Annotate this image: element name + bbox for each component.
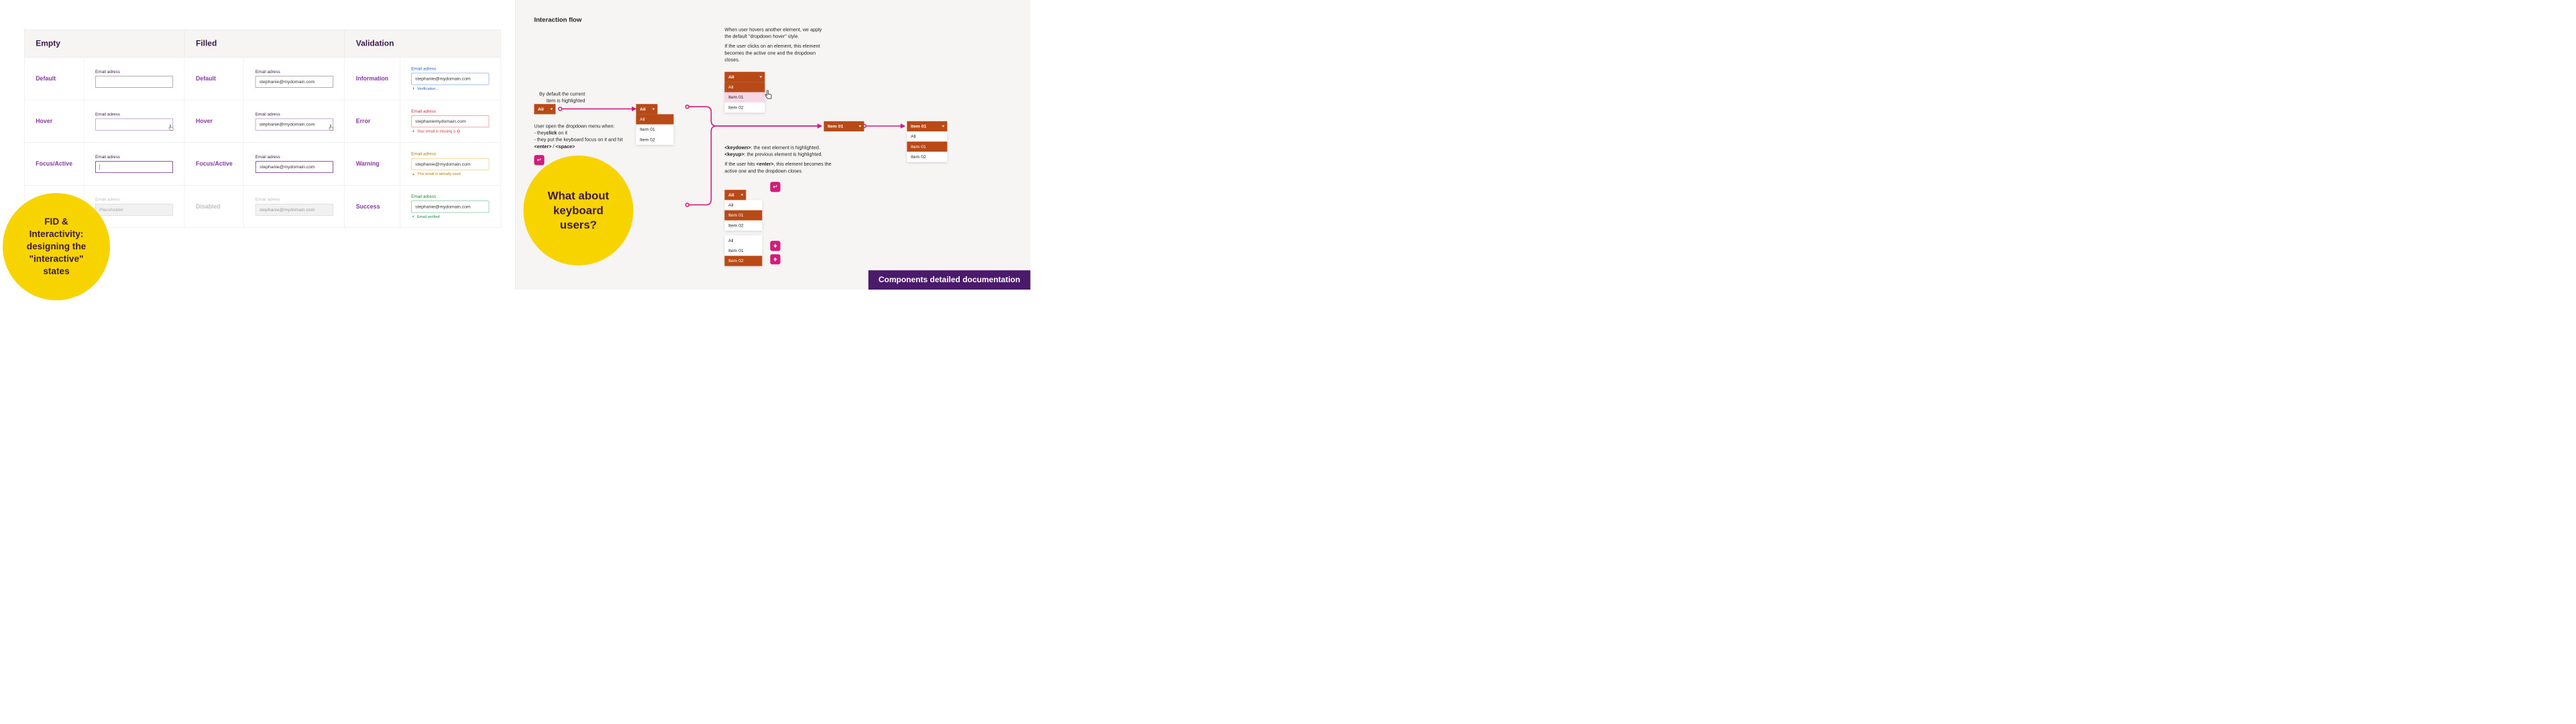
field-label-warning: Email adress bbox=[411, 152, 489, 156]
email-input-empty-default[interactable] bbox=[95, 76, 173, 88]
dropdown-final-panel: All Item 01 Item 02 bbox=[907, 131, 947, 162]
rowlabel-error: Error bbox=[345, 100, 400, 143]
rowlabel-warning: Warning bbox=[345, 143, 400, 186]
enter-key-icon: ↵ bbox=[534, 155, 544, 165]
dropdown-item-01[interactable]: Item 01 bbox=[724, 245, 762, 255]
email-input-empty-focus[interactable] bbox=[95, 161, 173, 173]
dropdown-item-01-hover[interactable]: Item 01 bbox=[724, 93, 765, 103]
help-text-success: ✔Email verified bbox=[411, 215, 489, 219]
field-label: Email adress bbox=[256, 70, 333, 74]
email-input-filled-default[interactable]: stephanie@mydomain.com bbox=[256, 76, 333, 88]
rowlabel-focus-filled: Focus/Active bbox=[184, 143, 244, 186]
email-input-filled-disabled: stephanie@mydomain.com bbox=[256, 204, 333, 216]
dropdown-item-02[interactable]: Item 02 bbox=[724, 221, 762, 231]
states-table: Empty Filled Validation Default Email ad… bbox=[24, 29, 500, 228]
dropdown-item-01-selected[interactable]: Item 01 bbox=[724, 210, 762, 221]
dropdown-key-button[interactable]: All bbox=[724, 190, 746, 200]
rowlabel-disabled-filled: Disabled bbox=[184, 185, 244, 228]
dropdown-item-all[interactable]: All bbox=[724, 200, 762, 210]
email-input-validation-warning[interactable]: stephanie@mydomain.com bbox=[411, 158, 489, 170]
dropdown-panel: All Item 01 Item 02 bbox=[636, 114, 673, 145]
arrow-down-key-icon bbox=[770, 241, 780, 251]
dropdown-item-all[interactable]: All bbox=[907, 131, 947, 141]
interaction-flow-title: Interaction flow bbox=[534, 16, 1011, 23]
enter-key-icon: ↵ bbox=[770, 182, 780, 192]
field-label-disabled: Email adress bbox=[256, 197, 333, 202]
dropdown-hover-panel: All Item 01 Item 02 bbox=[724, 82, 765, 113]
callout-bubble-left: FID & Interactivity: designing the "inte… bbox=[3, 193, 110, 300]
dropdown-key-panel: All Item 01 Item 02 bbox=[724, 200, 762, 231]
rowlabel-hover-empty: Hover bbox=[24, 100, 84, 143]
arrow-up-key-icon bbox=[770, 254, 780, 264]
info-icon: ℹ bbox=[411, 86, 415, 90]
help-text-error: ●Your email is missing a @ bbox=[411, 129, 489, 133]
dropdown-closed-button[interactable]: All bbox=[534, 104, 555, 114]
bubble-text-right: What about keyboard users? bbox=[537, 188, 620, 233]
rowlabel-success: Success bbox=[345, 185, 400, 228]
email-input-filled-focus[interactable]: stephanie@mydomain.com bbox=[256, 161, 333, 173]
caret-down-icon bbox=[652, 109, 655, 110]
dropdown-item-all[interactable]: All bbox=[724, 235, 762, 245]
help-text-info: ℹVerification... bbox=[411, 86, 489, 90]
dropdown-item-01-selected[interactable]: Item 01 bbox=[907, 141, 947, 152]
callout-bubble-right: What about keyboard users? bbox=[523, 156, 633, 265]
field-label-disabled: Email adress bbox=[95, 197, 173, 202]
field-label-error: Email adress bbox=[411, 109, 489, 114]
right-slide: Interaction flow All User bbox=[515, 0, 1030, 290]
dropdown-result-closed-button[interactable]: Item 01 bbox=[824, 121, 864, 131]
caret-down-icon bbox=[740, 194, 743, 196]
col-header-filled: Filled bbox=[184, 29, 345, 57]
caret-down-icon bbox=[759, 76, 762, 78]
caption-default-highlight: By default the current item is highlight… bbox=[534, 90, 585, 104]
dropdown-final-button[interactable]: Item 01 bbox=[907, 121, 947, 131]
pointer-cursor-icon bbox=[764, 90, 773, 99]
dropdown-hover-button[interactable]: All bbox=[724, 72, 765, 82]
email-input-empty-hover[interactable] bbox=[95, 119, 173, 131]
email-input-validation-error[interactable]: stephaniemydomain.com bbox=[411, 115, 489, 127]
field-label: Email adress bbox=[95, 155, 173, 160]
dropdown-keydown-panel: All Item 01 Item 02 bbox=[724, 235, 762, 266]
dropdown-item-02[interactable]: Item 02 bbox=[907, 152, 947, 162]
footer-bar: Components detailed documentation bbox=[869, 270, 1031, 290]
col-header-validation: Validation bbox=[345, 29, 500, 57]
caption-keyboard: <keydown>: the next element is highlight… bbox=[724, 144, 837, 174]
rowlabel-default-empty: Default bbox=[24, 57, 84, 100]
email-input-validation-info[interactable]: stephanie@mydomain.com bbox=[411, 73, 489, 85]
dropdown-item-02[interactable]: Item 02 bbox=[636, 135, 673, 145]
caret-down-icon bbox=[942, 125, 944, 127]
bubble-text-left: FID & Interactivity: designing the "inte… bbox=[16, 216, 97, 278]
rowlabel-hover-filled: Hover bbox=[184, 100, 244, 143]
dropdown-item-02[interactable]: Item 02 bbox=[724, 103, 765, 113]
dropdown-open-button[interactable]: All bbox=[636, 104, 657, 114]
success-icon: ✔ bbox=[411, 215, 415, 219]
help-text-warning: ▲This email is already used bbox=[411, 172, 489, 176]
caption-hover: When user hovers another element, we app… bbox=[724, 26, 826, 63]
dropdown-item-all[interactable]: All bbox=[636, 114, 673, 124]
pointer-cursor-icon bbox=[168, 125, 174, 134]
rowlabel-default-filled: Default bbox=[184, 57, 244, 100]
warning-icon: ▲ bbox=[411, 172, 415, 176]
error-icon: ● bbox=[411, 129, 415, 133]
caption-open-menu: User open the dropdown menu when: - they… bbox=[534, 123, 628, 149]
dropdown-item-01[interactable]: Item 01 bbox=[636, 125, 673, 135]
field-label-info: Email adress bbox=[411, 66, 489, 71]
field-label: Email adress bbox=[256, 155, 333, 160]
dropdown-item-02-selected[interactable]: Item 02 bbox=[724, 256, 762, 266]
field-label: Email adress bbox=[95, 70, 173, 74]
field-label: Email adress bbox=[256, 112, 333, 117]
email-input-filled-hover[interactable]: stephanie@mydomain.com bbox=[256, 119, 333, 131]
field-label-success: Email adress bbox=[411, 194, 489, 199]
pointer-cursor-icon bbox=[328, 125, 335, 134]
rowlabel-focus-empty: Focus/Active bbox=[24, 143, 84, 186]
caret-down-icon bbox=[858, 125, 861, 127]
col-header-empty: Empty bbox=[24, 29, 184, 57]
field-label: Email adress bbox=[95, 112, 173, 117]
email-input-validation-success[interactable]: stephanie@mydomain.com bbox=[411, 201, 489, 213]
dropdown-item-all[interactable]: All bbox=[724, 82, 765, 92]
caret-down-icon bbox=[550, 109, 553, 110]
rowlabel-information: Information bbox=[345, 57, 400, 100]
left-slide: Empty Filled Validation Default Email ad… bbox=[0, 0, 515, 290]
email-input-empty-disabled: Placeholder bbox=[95, 204, 173, 216]
